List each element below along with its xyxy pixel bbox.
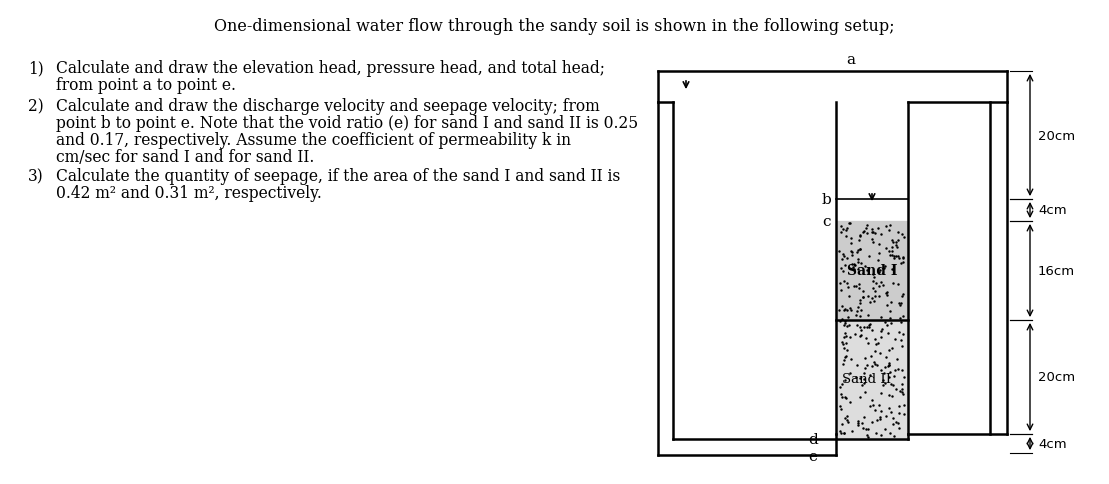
Text: from point a to point e.: from point a to point e.: [55, 77, 236, 94]
Text: 4cm: 4cm: [1038, 437, 1067, 450]
Text: d: d: [808, 432, 817, 446]
Text: 20cm: 20cm: [1038, 371, 1075, 384]
Text: e: e: [808, 449, 817, 463]
Text: b: b: [822, 193, 831, 207]
Text: 4cm: 4cm: [1038, 204, 1067, 217]
Text: Calculate and draw the discharge velocity and seepage velocity; from: Calculate and draw the discharge velocit…: [55, 98, 600, 115]
Text: One-dimensional water flow through the sandy soil is shown in the following setu: One-dimensional water flow through the s…: [214, 18, 894, 35]
Text: 1): 1): [28, 60, 43, 77]
Text: cm/sec for sand I and for sand II.: cm/sec for sand I and for sand II.: [55, 149, 314, 166]
Text: and 0.17, respectively. Assume the coefficient of permeability k in: and 0.17, respectively. Assume the coeff…: [55, 132, 571, 149]
Text: 2): 2): [28, 98, 43, 115]
Text: Sand II: Sand II: [843, 373, 892, 386]
Text: 0.42 m² and 0.31 m², respectively.: 0.42 m² and 0.31 m², respectively.: [55, 184, 322, 201]
Text: Sand I: Sand I: [847, 263, 897, 277]
Text: a: a: [846, 53, 855, 67]
Text: point b to point e. Note that the void ratio (e) for sand I and sand II is 0.25: point b to point e. Note that the void r…: [55, 115, 639, 132]
Text: Calculate and draw the elevation head, pressure head, and total head;: Calculate and draw the elevation head, p…: [55, 60, 606, 77]
Text: Calculate the quantity of seepage, if the area of the sand I and sand II is: Calculate the quantity of seepage, if th…: [55, 167, 620, 184]
Text: 3): 3): [28, 167, 43, 184]
Text: 20cm: 20cm: [1038, 129, 1075, 142]
Text: 16cm: 16cm: [1038, 264, 1075, 277]
Text: c: c: [823, 214, 831, 228]
